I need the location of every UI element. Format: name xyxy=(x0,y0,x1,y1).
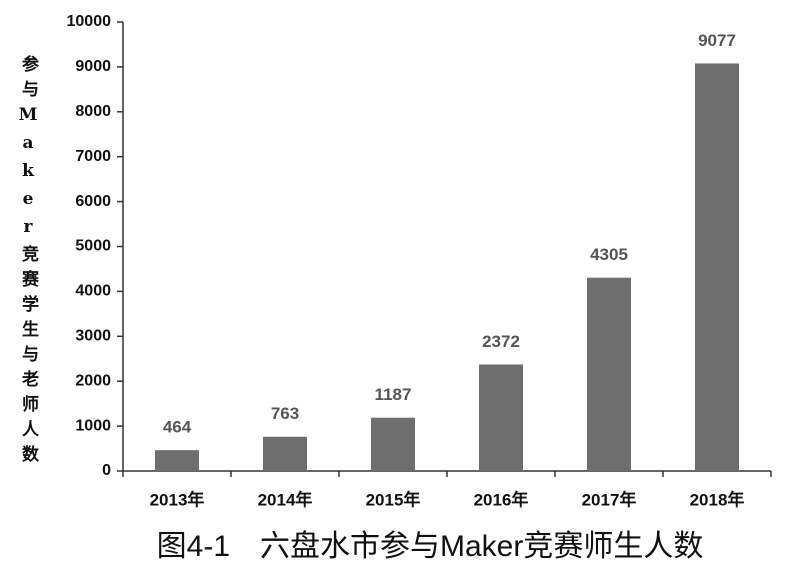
x-tick-label: 2018年 xyxy=(690,489,745,509)
bar xyxy=(371,417,415,471)
y-tick-label: 1000 xyxy=(75,417,111,434)
x-tick-label: 2015年 xyxy=(366,489,421,509)
data-label: 1187 xyxy=(375,385,412,404)
data-label: 464 xyxy=(163,418,192,437)
y-tick-label: 4000 xyxy=(75,283,111,300)
y-tick-label: 9000 xyxy=(75,58,111,75)
x-tick-label: 2013年 xyxy=(150,489,205,509)
chart-title: 图4-1 六盘水市参与Maker竞赛师生人数 xyxy=(157,530,704,563)
y-tick-label: 10000 xyxy=(67,13,112,30)
y-tick-label: 8000 xyxy=(75,103,111,120)
data-label: 2372 xyxy=(482,332,520,351)
bar xyxy=(479,364,523,471)
y-tick-label: 3000 xyxy=(75,328,111,345)
data-label: 9077 xyxy=(698,31,736,50)
x-tick-label: 2017年 xyxy=(582,489,637,509)
y-axis-label: 参与Maker竞赛学生与老师人数 xyxy=(18,54,40,470)
data-label: 4305 xyxy=(590,245,628,264)
x-tick-label: 2016年 xyxy=(474,489,529,509)
y-tick-label: 6000 xyxy=(75,193,111,210)
bar xyxy=(695,63,739,472)
y-tick-label: 0 xyxy=(102,462,111,479)
data-label: 763 xyxy=(271,404,299,423)
bar xyxy=(263,436,307,471)
y-tick-label: 5000 xyxy=(75,238,111,255)
x-tick-label: 2014年 xyxy=(258,489,313,509)
y-tick-label: 2000 xyxy=(75,372,111,389)
y-tick-label: 7000 xyxy=(75,148,111,165)
bar xyxy=(587,277,631,471)
bar xyxy=(155,450,199,471)
